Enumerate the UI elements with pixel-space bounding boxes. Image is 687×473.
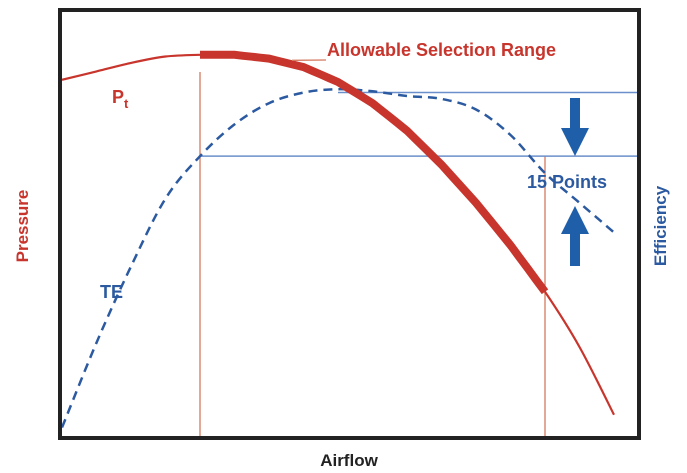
y-axis-label-left: Pressure	[13, 190, 32, 263]
arrow-down-icon	[561, 98, 589, 156]
efficiency-band-label: 15 Points	[527, 172, 607, 192]
x-axis-label: Airflow	[320, 451, 378, 470]
plot-area	[62, 50, 637, 436]
series-pt-label: Pt	[112, 87, 129, 111]
series-te-label: TE	[100, 282, 123, 302]
y-axis-label-right: Efficiency	[651, 185, 670, 266]
plot-frame	[58, 8, 641, 440]
series-pt-curve	[62, 53, 615, 416]
series-pt-selection-range	[200, 50, 549, 295]
selection-range-label: Allowable Selection Range	[327, 40, 556, 60]
series-te-curve	[62, 87, 615, 428]
arrow-up-icon	[561, 206, 589, 266]
